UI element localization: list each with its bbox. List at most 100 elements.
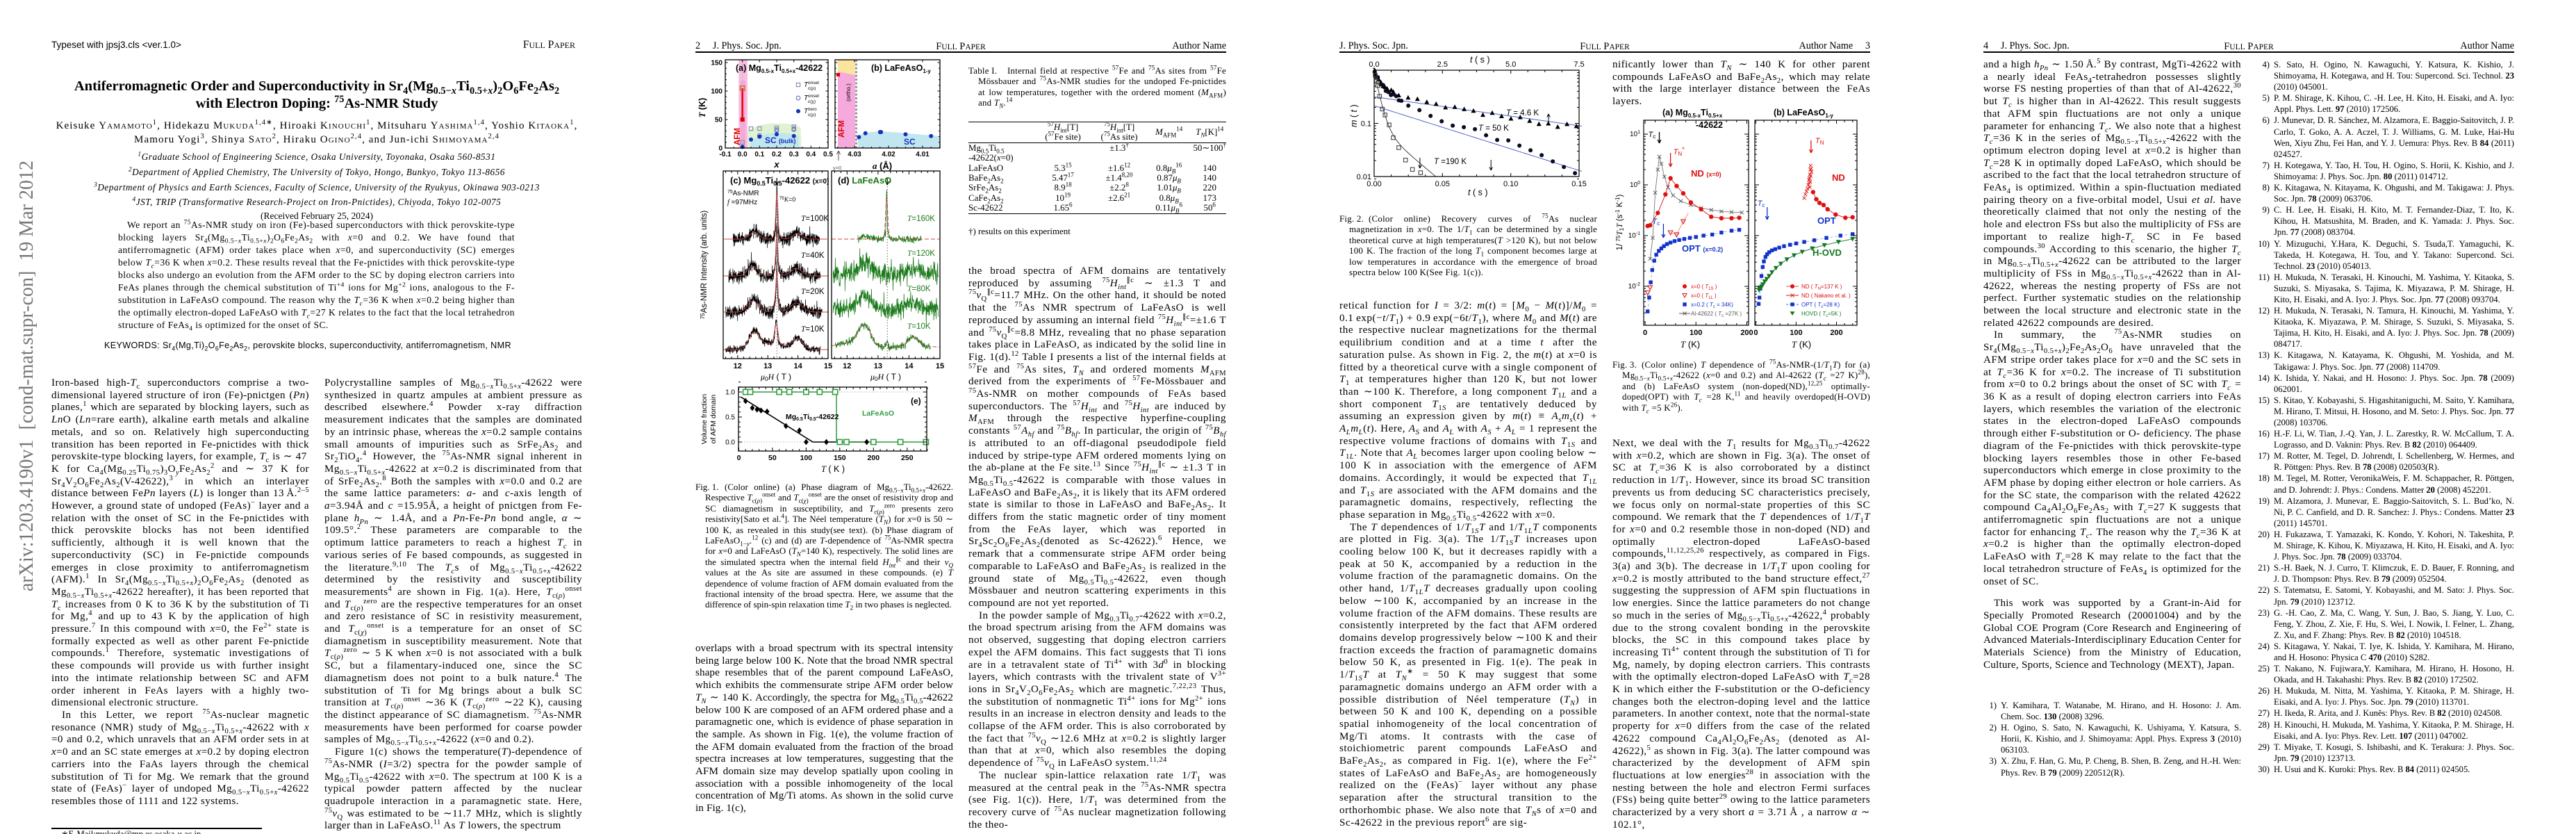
- svg-text:T=100K: T=100K: [801, 215, 829, 223]
- svg-text:x=0.2 ( Tc = 34K): x=0.2 ( Tc = 34K): [1691, 302, 1733, 309]
- svg-text:T=80K: T=80K: [907, 285, 931, 293]
- svg-text:T (K): T (K): [1792, 339, 1811, 350]
- svg-text:Mg0.5Ti0.5-42622: Mg0.5Ti0.5-42622: [786, 413, 839, 422]
- svg-text:7.5: 7.5: [1574, 60, 1584, 69]
- svg-text:(d) LaFeAsO: (d) LaFeAsO: [838, 175, 891, 186]
- svg-text:0.0: 0.0: [738, 151, 748, 158]
- svg-text:μ0H ( T ): μ0H ( T ): [870, 372, 901, 382]
- svg-text:T=10K: T=10K: [801, 325, 825, 334]
- svg-text:c(ρ): c(ρ): [808, 113, 816, 117]
- svg-text:Tc: Tc: [1652, 218, 1660, 227]
- svg-text:c(χ): c(χ): [808, 99, 816, 104]
- svg-text:0.05: 0.05: [1435, 180, 1450, 188]
- svg-text:onset: onset: [808, 81, 819, 85]
- svg-text:100: 100: [800, 454, 813, 462]
- svg-text:2.5: 2.5: [1437, 60, 1448, 69]
- svg-text:101: 101: [1630, 130, 1640, 138]
- svg-text:150: 150: [834, 454, 846, 462]
- svg-text:200: 200: [868, 454, 880, 462]
- svg-text:1.0: 1.0: [725, 389, 735, 397]
- svg-text:t ( s ): t ( s ): [1470, 56, 1489, 65]
- svg-text:Tc: Tc: [1649, 131, 1656, 140]
- svg-text:0: 0: [737, 454, 741, 462]
- svg-text:Al-42622 ( Tc =27K ): Al-42622 ( Tc =27K ): [1691, 311, 1742, 318]
- svg-text:c(ρ): c(ρ): [808, 86, 816, 91]
- svg-text:T =190 K: T =190 K: [1434, 158, 1467, 166]
- svg-text:of AFM domain: of AFM domain: [709, 395, 718, 444]
- svg-text:onset: onset: [808, 94, 819, 99]
- svg-text:10-1: 10-1: [1628, 231, 1640, 240]
- svg-text:0.10: 0.10: [1503, 180, 1518, 188]
- svg-text:1: 1: [1372, 67, 1376, 75]
- svg-text:75K=0: 75K=0: [779, 196, 796, 203]
- svg-text:0.4: 0.4: [806, 151, 816, 158]
- svg-text:AFM: AFM: [734, 128, 742, 145]
- svg-text:(b) LaFeAsO1-y: (b) LaFeAsO1-y: [871, 63, 931, 74]
- svg-text:0.2: 0.2: [772, 151, 782, 158]
- svg-text:14: 14: [905, 362, 914, 370]
- svg-text:(b) LaFeAsO1-y: (b) LaFeAsO1-y: [1774, 108, 1833, 119]
- svg-text:75As-NMR Intensity (arb. units: 75As-NMR Intensity (arb. units): [700, 211, 709, 320]
- svg-text:(a) Mg0.5-xTi0.5+x: (a) Mg0.5-xTi0.5+x: [1662, 108, 1723, 119]
- svg-text:μ0H ( T ): μ0H ( T ): [760, 372, 791, 382]
- svg-text:4.01: 4.01: [916, 151, 930, 158]
- svg-text:50: 50: [715, 117, 723, 124]
- svg-text:AFM: AFM: [838, 120, 846, 138]
- svg-text:ND ( TN=137 K ): ND ( TN=137 K ): [1801, 284, 1842, 291]
- svg-text:T (K): T (K): [697, 98, 707, 117]
- svg-text:250: 250: [901, 454, 914, 462]
- svg-text:100: 100: [1630, 181, 1640, 189]
- svg-text:ND ( Nakano et al. ): ND ( Nakano et al. ): [1801, 293, 1851, 299]
- svg-text:Volume fraction: Volume fraction: [700, 394, 709, 445]
- svg-text:TN: TN: [1815, 137, 1824, 146]
- svg-text:ND: ND: [1832, 172, 1845, 183]
- svg-text:1/ 75T1T (s-1 K-1): 1/ 75T1T (s-1 K-1): [1615, 194, 1625, 250]
- svg-text:200: 200: [1830, 329, 1842, 337]
- svg-text:100: 100: [711, 88, 723, 96]
- svg-text:OPT ( Tc=28 K): OPT ( Tc=28 K): [1801, 302, 1840, 309]
- svg-text:100: 100: [1690, 329, 1702, 337]
- svg-text:y=0: y=0: [833, 165, 841, 171]
- svg-text:T: T: [804, 95, 809, 102]
- svg-text:100: 100: [1790, 329, 1802, 337]
- svg-text:T=120K: T=120K: [907, 250, 935, 258]
- svg-text:a (Å): a (Å): [873, 161, 892, 171]
- svg-text:HOVD ( Tc=5K ): HOVD ( Tc=5K ): [1801, 311, 1842, 318]
- svg-text:T=160K: T=160K: [907, 215, 935, 223]
- svg-text:14: 14: [793, 362, 802, 370]
- svg-text:(a) Mg0.5-xTi0.5+x-42622: (a) Mg0.5-xTi0.5+x-42622: [736, 63, 823, 74]
- svg-text:4.03: 4.03: [848, 151, 861, 158]
- svg-text:x=0 ( T1S ): x=0 ( T1S ): [1691, 284, 1717, 291]
- svg-text:150: 150: [711, 60, 723, 67]
- svg-text:0.0: 0.0: [725, 439, 735, 447]
- svg-text:OPT: OPT: [1817, 215, 1836, 226]
- svg-text:0.1: 0.1: [754, 151, 764, 158]
- svg-text:15: 15: [824, 362, 832, 370]
- svg-text:LaFeAsO: LaFeAsO: [862, 409, 894, 418]
- svg-text:200: 200: [1740, 329, 1753, 337]
- svg-text:13: 13: [874, 362, 882, 370]
- svg-text:0: 0: [1753, 329, 1758, 337]
- svg-text:H-OVD: H-OVD: [1813, 247, 1842, 258]
- svg-text:-42622: -42622: [1696, 120, 1723, 130]
- svg-text:0.01: 0.01: [1357, 173, 1371, 181]
- svg-text:75As-NMR: 75As-NMR: [727, 190, 759, 197]
- svg-text:T: T: [804, 108, 809, 115]
- svg-text:(ortho.): (ortho.): [845, 83, 852, 101]
- svg-text:0: 0: [1643, 329, 1647, 337]
- svg-text:T = 4.6 K: T = 4.6 K: [1506, 109, 1539, 117]
- svg-text:12: 12: [734, 362, 742, 370]
- svg-text:12: 12: [843, 362, 851, 370]
- svg-text:T (K): T (K): [1681, 339, 1700, 350]
- svg-text:(e): (e): [911, 396, 921, 406]
- svg-text:5.0: 5.0: [1505, 60, 1516, 69]
- svg-text:13: 13: [763, 362, 772, 370]
- svg-text:T=10K: T=10K: [907, 322, 931, 331]
- svg-text:10-2: 10-2: [1628, 282, 1640, 291]
- svg-text:0.0: 0.0: [1369, 60, 1379, 69]
- svg-text:zero: zero: [808, 107, 817, 112]
- svg-text:0.3: 0.3: [789, 151, 799, 158]
- svg-text:SC: SC: [904, 137, 916, 147]
- svg-text:t ( s ): t ( s ): [1468, 188, 1487, 197]
- svg-text:f =97MHz: f =97MHz: [727, 199, 757, 206]
